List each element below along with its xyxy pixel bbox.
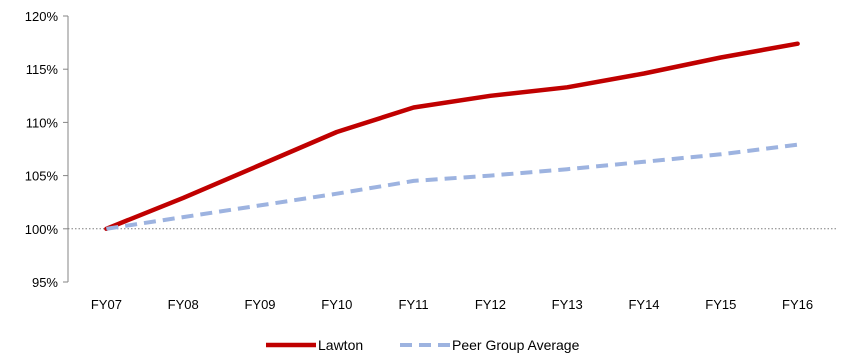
x-tick-label: FY08 [168,297,199,312]
series-layer [104,41,800,232]
x-tick-label: FY09 [244,297,275,312]
x-tick-label: FY07 [91,297,122,312]
legend-label-lawton: Lawton [318,337,363,353]
series-line-lawton [104,41,800,232]
y-tick-label: 120% [25,9,59,24]
x-axis: FY07 FY08 FY09 FY10 FY11 FY12 FY13 FY14 FY15 FY16 [91,297,813,312]
y-tick-label: 105% [25,169,59,184]
x-tick-label: FY14 [628,297,659,312]
x-tick-label: FY16 [782,297,813,312]
legend: Lawton Peer Group Average [266,337,580,353]
x-tick-label: FY10 [321,297,352,312]
y-tick-label: 115% [26,62,59,77]
x-tick-label: FY13 [552,297,583,312]
y-tick-label: 95% [32,275,58,290]
x-tick-label: FY15 [705,297,736,312]
y-axis: 95% 100% 105% 110% 115% 120% [25,9,69,290]
x-tick-label: FY12 [475,297,506,312]
legend-label-peer-group-average: Peer Group Average [452,337,580,353]
y-tick-label: 110% [26,115,59,130]
y-tick-label: 100% [25,222,59,237]
x-tick-label: FY11 [399,297,429,312]
series-line-peer-group-average [106,142,798,231]
